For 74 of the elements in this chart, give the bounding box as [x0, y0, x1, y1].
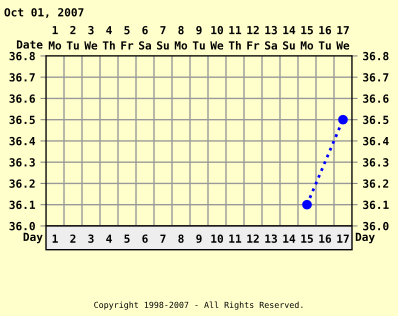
x-tick-label: 4: [106, 234, 112, 243]
text: Mo: [48, 41, 62, 50]
x2-tick-label: 10: [211, 26, 224, 34]
text: Fr: [121, 41, 134, 50]
chart-title: Oct 01, 2007: [4, 8, 84, 18]
y2-tick-label: 36.0: [363, 222, 388, 230]
x-tick-label: 14: [283, 234, 296, 243]
x2-tick-label: 13: [265, 26, 277, 34]
x-tick-label: 5: [124, 234, 130, 243]
x-tick-label: 10: [211, 234, 224, 243]
text: Su: [157, 41, 169, 50]
y2-axis-title: Day: [356, 232, 375, 244]
y-tick-label: 36.3: [10, 158, 35, 167]
text: We: [84, 41, 98, 50]
x2-tick-label: 12: [247, 26, 259, 34]
x2-tick-label: 7: [160, 26, 166, 34]
x-tick-label: 1: [52, 234, 58, 243]
y-tick-label: 36.1: [10, 200, 36, 210]
text: Th: [228, 41, 241, 50]
x-tick-label: 7: [160, 234, 166, 243]
y2-tick-label: 36.1: [363, 200, 389, 210]
text: Fr: [247, 41, 260, 50]
text: Mo: [300, 41, 314, 50]
text: Tu: [192, 41, 205, 50]
y-tick-label: 36.0: [10, 222, 35, 230]
x2-tick-label: 6: [142, 26, 148, 34]
x2-tick-label: 3: [88, 26, 94, 34]
x2-tick-label: 5: [124, 26, 130, 34]
x2-tick-label: 11: [229, 26, 242, 34]
y2-tick-label: 36.3: [363, 158, 388, 167]
x-tick-label: 9: [196, 234, 202, 243]
text: Sa: [265, 41, 278, 50]
x-tick-label: 3: [88, 234, 94, 243]
y2-tick-label: 36.6: [363, 94, 389, 103]
x2-tick-label: 8: [178, 26, 184, 34]
y-tick-label: 36.6: [10, 94, 35, 103]
x2-axis-title: Date: [16, 40, 42, 49]
x-tick-label: 16: [319, 234, 332, 243]
y2-tick-label: 36.4: [363, 136, 389, 146]
x-tick-label: 17: [337, 234, 349, 243]
y-tick-label: 36.8: [10, 52, 35, 60]
text: Sa: [139, 41, 152, 50]
y2-tick-label: 36.5: [363, 116, 388, 124]
x-tick-label: 6: [142, 234, 148, 243]
y-tick-label: 36.5: [10, 116, 35, 124]
text: We: [336, 41, 350, 50]
x2-tick-label: 9: [196, 26, 202, 34]
text: Mo: [174, 41, 188, 50]
text: Su: [283, 41, 295, 50]
y-tick-label: 36.7: [10, 73, 35, 82]
x-axis-title: Day: [24, 232, 43, 244]
x2-tick-label: 17: [337, 26, 349, 34]
x-tick-label: 11: [229, 234, 242, 243]
y-tick-label: 36.2: [10, 179, 35, 188]
text: Copyright 1998-2007 - All Rights Reserved.: [94, 302, 302, 310]
x2-tick-label: 4: [106, 26, 112, 34]
y2-tick-label: 36.8: [363, 52, 388, 60]
y-tick-label: 36.4: [10, 136, 36, 146]
y2-tick-label: 36.7: [363, 73, 388, 82]
text: We: [210, 41, 224, 50]
text: Tu: [318, 41, 331, 50]
x-tick-label: 13: [265, 234, 277, 243]
x2-tick-label: 16: [319, 26, 332, 34]
x-tick-label: 15: [301, 234, 313, 243]
x2-tick-label: 15: [301, 26, 313, 34]
x2-tick-label: 14: [283, 26, 296, 34]
text: Tu: [66, 41, 79, 50]
y2-tick-label: 36.2: [363, 179, 388, 188]
x2-tick-label: 2: [70, 26, 76, 34]
x-tick-label: 12: [247, 234, 259, 243]
x-tick-label: 2: [70, 234, 76, 243]
text: Th: [102, 41, 115, 50]
x2-tick-label: 1: [52, 26, 58, 34]
x-tick-label: 8: [178, 234, 184, 243]
